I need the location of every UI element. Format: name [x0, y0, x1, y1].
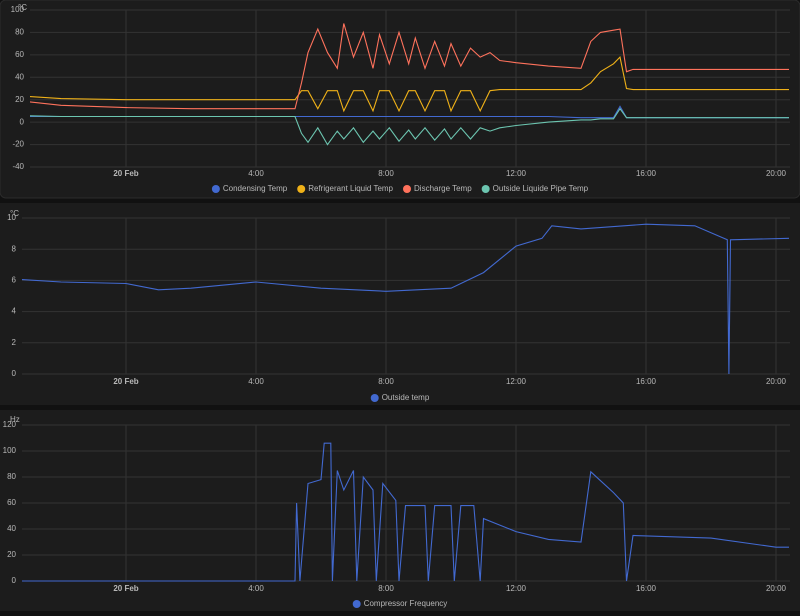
- y-tick-label: 0: [20, 117, 25, 126]
- x-tick-label: 4:00: [248, 377, 264, 386]
- y-tick-label: 6: [12, 276, 17, 285]
- y-tick-label: 40: [7, 524, 16, 533]
- y-tick-label: 2: [12, 338, 17, 347]
- legend-label: Outside Liquide Pipe Temp: [493, 184, 589, 193]
- x-tick-label: 20:00: [766, 169, 787, 178]
- legend: Condensing Temp Refrigerant Liquid Temp Di…: [211, 184, 589, 193]
- y-tick-label: 120: [3, 420, 17, 429]
- legend-label: Refrigerant Liquid Temp: [308, 184, 393, 193]
- x-tick-label: 12:00: [506, 584, 527, 593]
- y-tick-label: 60: [15, 50, 24, 59]
- legend: Outside temp: [370, 393, 430, 402]
- x-tick-label: 12:00: [506, 169, 527, 178]
- legend-label: Outside temp: [382, 393, 430, 402]
- y-tick-label: 10: [7, 213, 16, 222]
- x-tick-label: 4:00: [248, 169, 264, 178]
- card: [0, 0, 800, 199]
- series-line: [22, 223, 790, 375]
- x-tick-label: 4:00: [248, 584, 264, 593]
- legend-swatch: [481, 185, 490, 193]
- legend-swatch: [297, 185, 306, 193]
- x-tick-label: 20:00: [766, 584, 787, 593]
- y-tick-label: 40: [15, 72, 24, 81]
- y-tick-label: 8: [12, 244, 17, 253]
- x-tick-label: 8:00: [378, 169, 394, 178]
- legend-swatch: [211, 185, 220, 193]
- legend-label: Condensing Temp: [223, 184, 288, 193]
- x-tick-label: 16:00: [636, 584, 657, 593]
- y-tick-label: 0: [12, 369, 17, 378]
- y-unit: °C: [18, 3, 27, 12]
- x-tick-label: 20:00: [766, 377, 787, 386]
- y-tick-label: 20: [15, 95, 24, 104]
- series-line: [30, 23, 789, 110]
- legend: Compressor Frequency: [352, 599, 448, 608]
- y-tick-label: 100: [11, 5, 25, 14]
- legend-swatch: [352, 600, 361, 608]
- x-tick-label: 20 Feb: [113, 584, 138, 593]
- x-tick-label: 12:00: [506, 377, 527, 386]
- y-tick-label: 20: [7, 550, 16, 559]
- legend-label: Discharge Temp: [414, 184, 472, 193]
- legend-label: Compressor Frequency: [364, 599, 448, 608]
- y-tick-label: 60: [7, 498, 16, 507]
- y-tick-label: 80: [7, 472, 16, 481]
- x-tick-label: 20 Feb: [113, 377, 138, 386]
- y-tick-label: 4: [12, 307, 17, 316]
- x-tick-label: 16:00: [636, 377, 657, 386]
- y-tick-label: 80: [15, 28, 24, 37]
- y-tick-label: -40: [12, 162, 24, 171]
- card: [0, 203, 800, 405]
- y-tick-label: 100: [3, 446, 17, 455]
- legend-swatch: [403, 185, 412, 193]
- y-tick-label: 0: [12, 576, 17, 585]
- y-tick-label: -20: [12, 140, 24, 149]
- y-unit: Hz: [10, 415, 20, 424]
- x-tick-label: 8:00: [378, 377, 394, 386]
- y-unit: °C: [10, 209, 19, 218]
- series-line: [30, 55, 789, 113]
- series-line: [30, 105, 789, 119]
- x-tick-label: 8:00: [378, 584, 394, 593]
- series-line: [30, 107, 789, 146]
- legend-swatch: [370, 394, 379, 402]
- card: [0, 410, 800, 611]
- series-line: [22, 442, 789, 582]
- x-tick-label: 20 Feb: [113, 169, 138, 178]
- x-tick-label: 16:00: [636, 169, 657, 178]
